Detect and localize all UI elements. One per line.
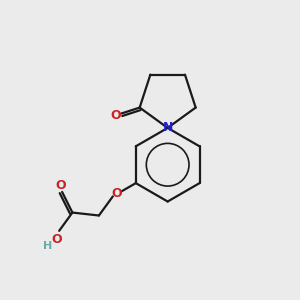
Text: N: N <box>163 122 173 134</box>
Text: O: O <box>110 109 121 122</box>
Text: H: H <box>43 241 52 251</box>
Text: O: O <box>55 179 66 192</box>
Text: O: O <box>51 232 62 246</box>
Text: O: O <box>112 188 122 200</box>
